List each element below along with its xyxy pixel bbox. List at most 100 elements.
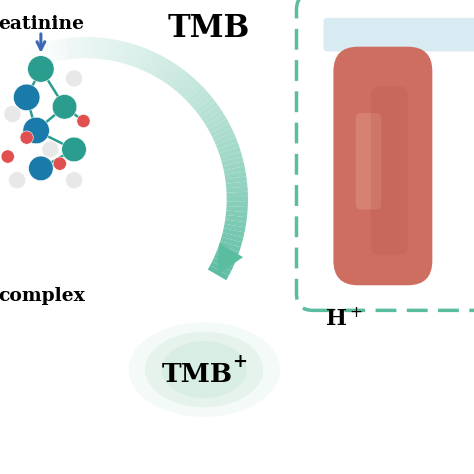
Polygon shape xyxy=(226,182,247,188)
Polygon shape xyxy=(225,171,246,179)
Circle shape xyxy=(53,157,66,170)
Polygon shape xyxy=(226,210,247,217)
Polygon shape xyxy=(143,51,156,73)
Polygon shape xyxy=(210,123,231,137)
Circle shape xyxy=(23,117,49,144)
Circle shape xyxy=(65,172,82,189)
FancyBboxPatch shape xyxy=(371,86,408,255)
Polygon shape xyxy=(219,146,241,158)
Polygon shape xyxy=(227,201,248,207)
Polygon shape xyxy=(87,37,92,58)
Circle shape xyxy=(27,56,54,82)
Polygon shape xyxy=(96,37,102,59)
Polygon shape xyxy=(91,37,97,59)
Polygon shape xyxy=(183,82,202,101)
Polygon shape xyxy=(227,197,248,202)
Ellipse shape xyxy=(162,341,247,398)
Polygon shape xyxy=(225,176,247,184)
Polygon shape xyxy=(225,215,247,222)
Text: complex: complex xyxy=(0,287,85,305)
Polygon shape xyxy=(218,142,239,154)
Polygon shape xyxy=(223,161,245,171)
Polygon shape xyxy=(190,90,209,107)
Polygon shape xyxy=(225,219,246,228)
Text: +: + xyxy=(232,354,247,372)
Polygon shape xyxy=(61,38,69,60)
Polygon shape xyxy=(155,58,170,79)
Polygon shape xyxy=(56,39,64,61)
FancyBboxPatch shape xyxy=(297,0,474,310)
Polygon shape xyxy=(223,228,245,237)
Polygon shape xyxy=(82,37,87,58)
Circle shape xyxy=(9,172,26,189)
Polygon shape xyxy=(41,42,52,64)
Polygon shape xyxy=(151,55,165,76)
Polygon shape xyxy=(126,44,137,65)
Circle shape xyxy=(52,94,77,119)
Polygon shape xyxy=(159,61,174,81)
Circle shape xyxy=(42,141,59,158)
Polygon shape xyxy=(51,40,60,62)
Text: TMB: TMB xyxy=(162,362,233,387)
Polygon shape xyxy=(27,46,39,68)
Polygon shape xyxy=(226,206,248,212)
Polygon shape xyxy=(226,187,248,193)
Polygon shape xyxy=(212,128,234,141)
Polygon shape xyxy=(203,110,224,125)
Polygon shape xyxy=(100,38,107,60)
Polygon shape xyxy=(46,41,56,63)
Polygon shape xyxy=(206,114,227,129)
Polygon shape xyxy=(216,249,237,262)
Polygon shape xyxy=(130,46,142,67)
Polygon shape xyxy=(210,262,231,276)
Polygon shape xyxy=(222,156,244,166)
Polygon shape xyxy=(217,244,243,275)
Polygon shape xyxy=(177,75,194,95)
Circle shape xyxy=(28,156,53,181)
Circle shape xyxy=(1,150,14,163)
Polygon shape xyxy=(163,63,178,83)
Ellipse shape xyxy=(128,322,280,417)
Circle shape xyxy=(77,114,90,128)
FancyBboxPatch shape xyxy=(323,18,474,52)
Polygon shape xyxy=(227,191,248,197)
Text: TMB: TMB xyxy=(168,13,250,44)
Circle shape xyxy=(13,84,40,110)
Polygon shape xyxy=(166,66,182,86)
Polygon shape xyxy=(198,101,218,118)
Polygon shape xyxy=(36,43,47,65)
Polygon shape xyxy=(32,45,43,66)
Polygon shape xyxy=(77,37,82,58)
Ellipse shape xyxy=(145,332,264,408)
Text: eatinine: eatinine xyxy=(0,15,84,33)
Polygon shape xyxy=(221,232,243,243)
Polygon shape xyxy=(219,241,241,252)
Circle shape xyxy=(62,137,86,162)
Polygon shape xyxy=(208,118,229,133)
Circle shape xyxy=(20,131,33,144)
Polygon shape xyxy=(72,37,78,59)
Polygon shape xyxy=(187,86,205,104)
Polygon shape xyxy=(212,258,233,271)
Polygon shape xyxy=(147,53,161,74)
Text: H$^+$: H$^+$ xyxy=(325,308,363,331)
Polygon shape xyxy=(135,47,147,69)
Polygon shape xyxy=(220,151,242,162)
Polygon shape xyxy=(195,97,215,114)
Polygon shape xyxy=(208,265,229,280)
Polygon shape xyxy=(118,41,128,63)
Polygon shape xyxy=(218,245,239,257)
Polygon shape xyxy=(109,39,118,61)
Polygon shape xyxy=(201,106,221,121)
Polygon shape xyxy=(113,40,122,62)
Polygon shape xyxy=(170,69,187,89)
Polygon shape xyxy=(220,237,242,247)
FancyBboxPatch shape xyxy=(333,47,432,285)
Polygon shape xyxy=(122,43,132,64)
Polygon shape xyxy=(180,79,198,98)
Polygon shape xyxy=(224,166,246,175)
Polygon shape xyxy=(216,137,237,149)
Polygon shape xyxy=(173,72,191,91)
Polygon shape xyxy=(214,132,236,145)
Polygon shape xyxy=(192,93,212,111)
